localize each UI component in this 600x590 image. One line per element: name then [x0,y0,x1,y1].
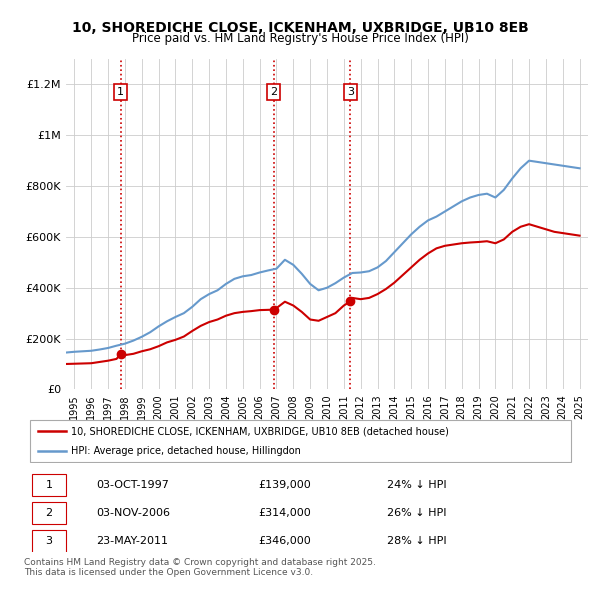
Text: 1: 1 [46,480,53,490]
Text: 10, SHOREDICHE CLOSE, ICKENHAM, UXBRIDGE, UB10 8EB (detached house): 10, SHOREDICHE CLOSE, ICKENHAM, UXBRIDGE… [71,427,449,436]
FancyBboxPatch shape [32,530,66,552]
Text: 2: 2 [46,508,53,518]
Text: 26% ↓ HPI: 26% ↓ HPI [387,508,446,518]
Text: Contains HM Land Registry data © Crown copyright and database right 2025.: Contains HM Land Registry data © Crown c… [24,558,376,566]
Text: Price paid vs. HM Land Registry's House Price Index (HPI): Price paid vs. HM Land Registry's House … [131,32,469,45]
Text: 03-NOV-2006: 03-NOV-2006 [97,508,170,518]
Text: 23-MAY-2011: 23-MAY-2011 [97,536,169,546]
FancyBboxPatch shape [32,474,66,496]
Text: £139,000: £139,000 [259,480,311,490]
Text: 10, SHOREDICHE CLOSE, ICKENHAM, UXBRIDGE, UB10 8EB: 10, SHOREDICHE CLOSE, ICKENHAM, UXBRIDGE… [71,21,529,35]
Text: 3: 3 [347,87,354,97]
Text: 2: 2 [270,87,277,97]
Text: 3: 3 [46,536,53,546]
Text: HPI: Average price, detached house, Hillingdon: HPI: Average price, detached house, Hill… [71,446,301,455]
Text: 03-OCT-1997: 03-OCT-1997 [97,480,169,490]
FancyBboxPatch shape [29,420,571,463]
Text: £346,000: £346,000 [259,536,311,546]
Text: This data is licensed under the Open Government Licence v3.0.: This data is licensed under the Open Gov… [24,568,313,576]
FancyBboxPatch shape [32,502,66,525]
Text: £314,000: £314,000 [259,508,311,518]
Text: 28% ↓ HPI: 28% ↓ HPI [387,536,446,546]
Text: 1: 1 [117,87,124,97]
Text: 24% ↓ HPI: 24% ↓ HPI [387,480,446,490]
